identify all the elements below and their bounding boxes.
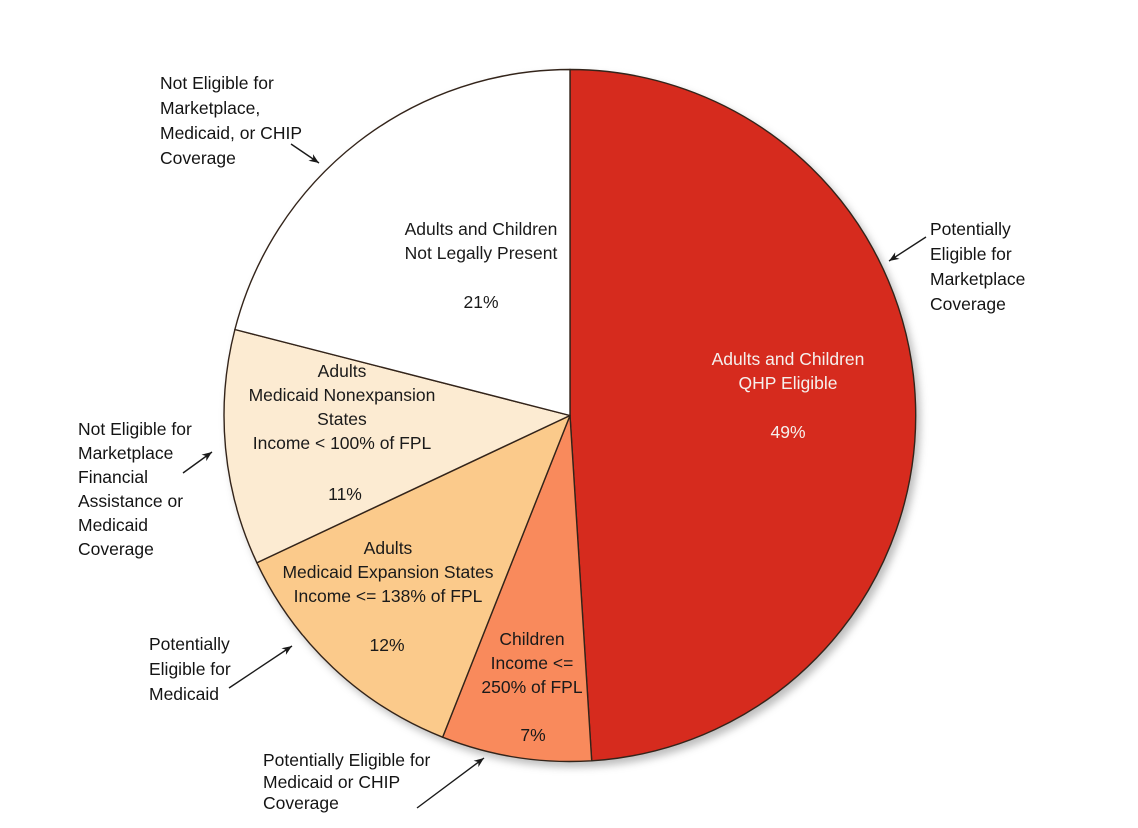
callout-arrow-medicaid-expansion [228,645,293,689]
callout-arrows [182,143,927,809]
pie-slice-not-legally-present [234,68,571,417]
pie-slice-qhp-eligible [569,68,917,762]
slice-pct-children-chip: 7% [520,725,546,745]
callout-arrow-children-chip [416,757,485,809]
slice-pct-medicaid-nonexpansion: 11% [328,484,362,504]
pie-slice-children-chip [441,414,593,763]
pie-slice-medicaid-nonexpansion [223,328,571,564]
callout-medicaid-expansion: Potentially Eligible for Medicaid [149,634,231,704]
callout-arrow-not-legally-present [290,143,320,164]
slice-pct-medicaid-expansion: 12% [369,635,405,655]
callout-qhp-eligible: Potentially Eligible for Marketplace Cov… [930,219,1026,314]
slice-pct-qhp-eligible: 49% [770,422,806,442]
callout-arrow-qhp-eligible [888,236,927,262]
callout-children-chip: Potentially Eligible for Medicaid or CHI… [263,750,431,813]
callout-not-legally-present: Not Eligible for Marketplace, Medicaid, … [160,73,302,168]
slice-label-not-legally-present: Adults and Children Not Legally Present [404,219,558,263]
slice-label-children-chip: Children Income <= 250% of FPL [481,629,583,697]
slice-label-medicaid-nonexpansion: Adults Medicaid Nonexpansion States Inco… [248,361,436,453]
callout-arrow-medicaid-nonexpansion [182,451,213,474]
slice-label-qhp-eligible: Adults and Children QHP Eligible [711,349,865,393]
callout-medicaid-nonexpansion: Not Eligible for Marketplace Financial A… [78,419,192,559]
pie-slices [223,68,917,763]
slice-label-medicaid-expansion: Adults Medicaid Expansion States Income … [282,538,494,606]
slice-pct-not-legally-present: 21% [463,292,499,312]
pie-slice-medicaid-expansion [256,414,571,738]
